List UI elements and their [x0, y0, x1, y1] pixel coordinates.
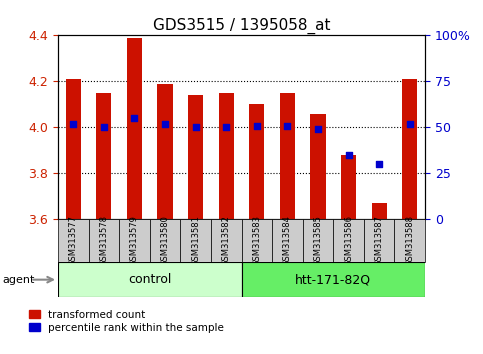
FancyBboxPatch shape	[303, 219, 333, 262]
Point	[253, 123, 261, 129]
Point	[406, 121, 413, 127]
Point	[375, 161, 383, 167]
Bar	[249, 104, 265, 219]
Point	[345, 152, 353, 158]
FancyBboxPatch shape	[272, 219, 303, 262]
FancyBboxPatch shape	[364, 219, 395, 262]
FancyBboxPatch shape	[150, 219, 180, 262]
FancyBboxPatch shape	[333, 219, 364, 262]
Point	[70, 121, 77, 127]
FancyBboxPatch shape	[88, 219, 119, 262]
FancyBboxPatch shape	[242, 219, 272, 262]
Text: GSM313586: GSM313586	[344, 215, 353, 266]
Text: GSM313577: GSM313577	[69, 215, 78, 266]
Text: agent: agent	[2, 275, 35, 285]
Legend: transformed count, percentile rank within the sample: transformed count, percentile rank withi…	[29, 310, 224, 333]
Point	[130, 115, 138, 121]
Text: htt-171-82Q: htt-171-82Q	[295, 273, 371, 286]
FancyBboxPatch shape	[211, 219, 242, 262]
Point	[192, 125, 199, 130]
Text: GSM313580: GSM313580	[160, 215, 170, 266]
FancyBboxPatch shape	[395, 219, 425, 262]
FancyBboxPatch shape	[242, 262, 425, 297]
Point	[161, 121, 169, 127]
Bar	[66, 79, 81, 219]
Text: GSM313579: GSM313579	[130, 215, 139, 266]
FancyBboxPatch shape	[58, 262, 242, 297]
Bar	[341, 155, 356, 219]
FancyBboxPatch shape	[58, 219, 88, 262]
Point	[222, 125, 230, 130]
Bar	[219, 93, 234, 219]
Bar	[402, 79, 417, 219]
Text: GSM313578: GSM313578	[99, 215, 108, 266]
Point	[100, 125, 108, 130]
Text: GSM313584: GSM313584	[283, 215, 292, 266]
Bar	[371, 203, 387, 219]
Bar	[280, 93, 295, 219]
Title: GDS3515 / 1395058_at: GDS3515 / 1395058_at	[153, 18, 330, 34]
Bar	[96, 93, 112, 219]
Bar	[127, 38, 142, 219]
Bar	[188, 95, 203, 219]
Text: GSM313585: GSM313585	[313, 215, 323, 266]
Text: control: control	[128, 273, 171, 286]
Point	[284, 123, 291, 129]
Text: GSM313582: GSM313582	[222, 215, 231, 266]
Point	[314, 126, 322, 132]
Text: GSM313588: GSM313588	[405, 215, 414, 266]
Text: GSM313587: GSM313587	[375, 215, 384, 266]
Text: GSM313583: GSM313583	[252, 215, 261, 266]
Bar	[157, 84, 173, 219]
Text: GSM313581: GSM313581	[191, 215, 200, 266]
Bar	[311, 114, 326, 219]
FancyBboxPatch shape	[119, 219, 150, 262]
FancyBboxPatch shape	[180, 219, 211, 262]
